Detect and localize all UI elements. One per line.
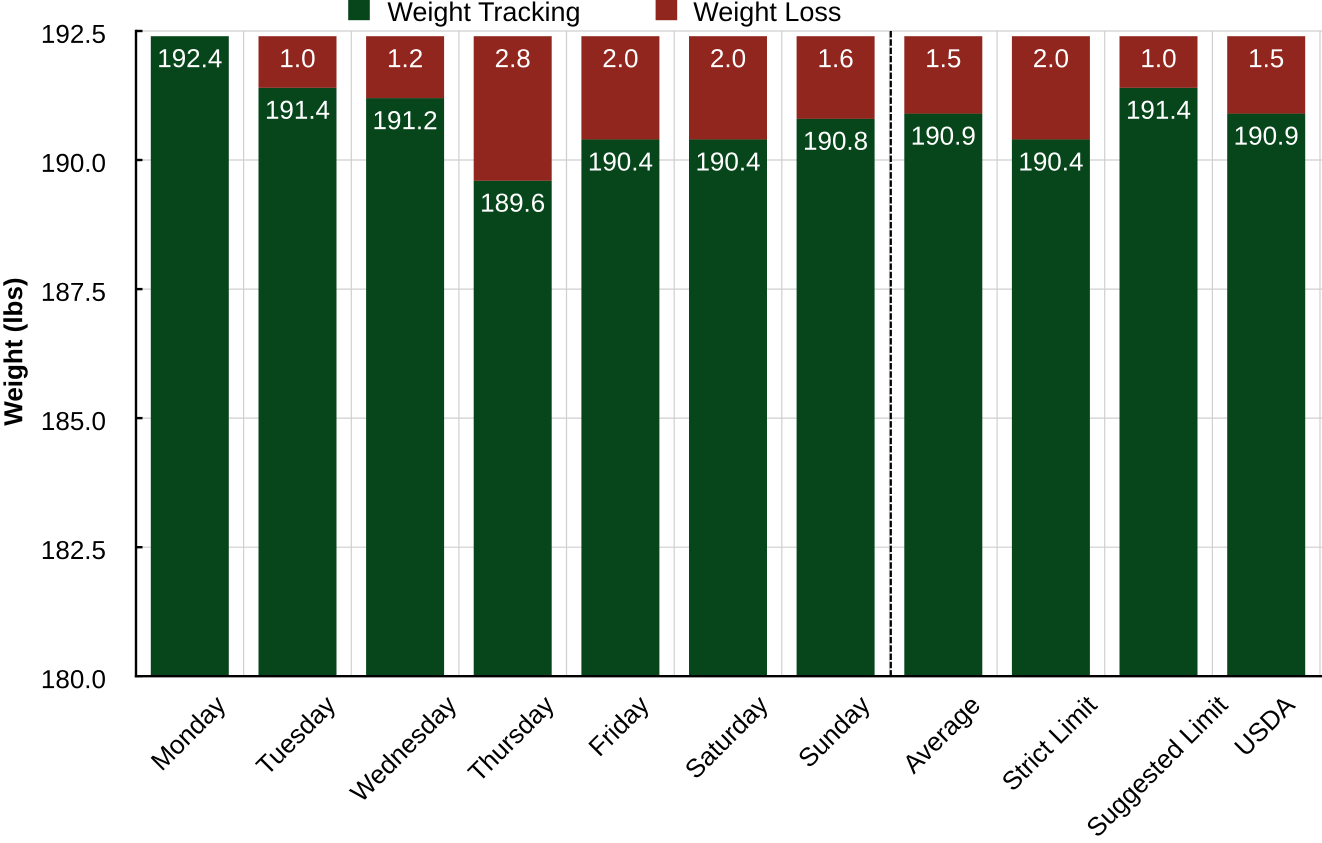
svg-text:2.0: 2.0 bbox=[1033, 43, 1069, 73]
svg-text:1.0: 1.0 bbox=[1140, 43, 1176, 73]
svg-text:189.6: 189.6 bbox=[480, 188, 545, 218]
svg-text:190.8: 190.8 bbox=[803, 126, 868, 156]
svg-text:2.8: 2.8 bbox=[495, 43, 531, 73]
svg-text:191.2: 191.2 bbox=[373, 105, 438, 135]
svg-text:1.0: 1.0 bbox=[279, 43, 315, 73]
svg-text:1.6: 1.6 bbox=[818, 43, 854, 73]
svg-text:180.0: 180.0 bbox=[41, 664, 106, 694]
svg-text:192.4: 192.4 bbox=[157, 43, 222, 73]
svg-text:192.5: 192.5 bbox=[41, 19, 106, 49]
svg-text:190.9: 190.9 bbox=[911, 121, 976, 151]
svg-text:Weight Loss: Weight Loss bbox=[693, 0, 841, 27]
svg-text:2.0: 2.0 bbox=[710, 43, 746, 73]
svg-text:182.5: 182.5 bbox=[41, 535, 106, 565]
svg-text:Weight Tracking: Weight Tracking bbox=[387, 0, 580, 27]
svg-text:190.4: 190.4 bbox=[695, 146, 760, 176]
svg-text:190.9: 190.9 bbox=[1234, 121, 1299, 151]
svg-text:191.4: 191.4 bbox=[1126, 95, 1191, 125]
svg-text:185.0: 185.0 bbox=[41, 406, 106, 436]
svg-text:Weight (lbs): Weight (lbs) bbox=[0, 277, 28, 425]
svg-text:1.5: 1.5 bbox=[925, 43, 961, 73]
svg-text:1.2: 1.2 bbox=[387, 43, 423, 73]
svg-text:1.5: 1.5 bbox=[1248, 43, 1284, 73]
svg-text:190.4: 190.4 bbox=[588, 146, 653, 176]
svg-text:191.4: 191.4 bbox=[265, 95, 330, 125]
svg-text:187.5: 187.5 bbox=[41, 277, 106, 307]
svg-text:190.4: 190.4 bbox=[1018, 146, 1083, 176]
svg-text:2.0: 2.0 bbox=[602, 43, 638, 73]
svg-text:190.0: 190.0 bbox=[41, 148, 106, 178]
